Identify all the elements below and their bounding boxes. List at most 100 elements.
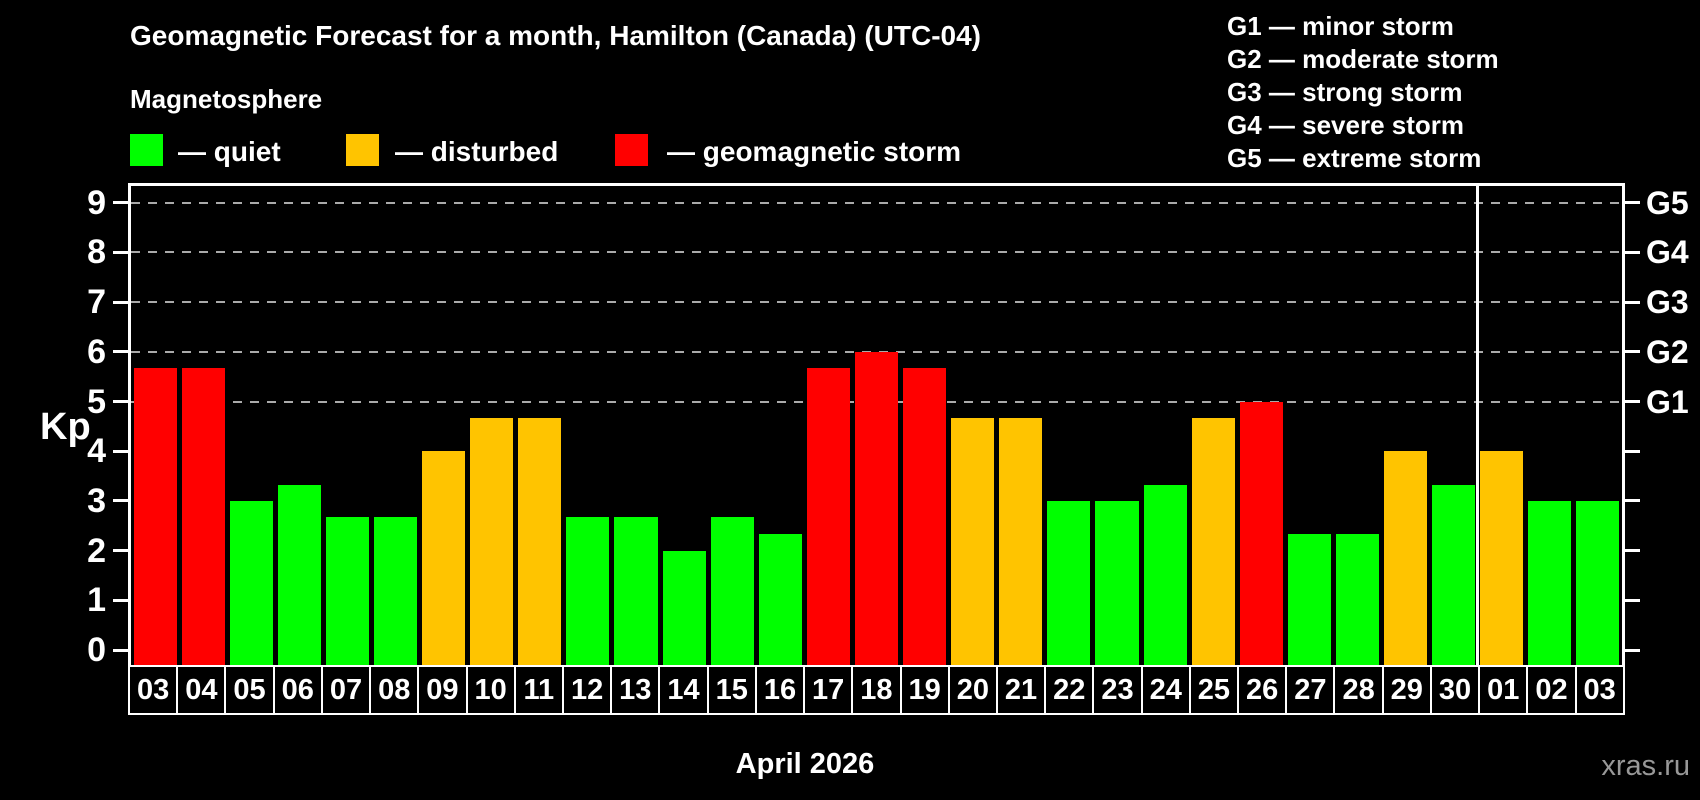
y-axis-tick-right-2 [1625,549,1640,553]
y-axis-tick-label-9: 9 [87,183,106,222]
kp-bar-day-10 [470,417,514,665]
kp-bar-day-11 [518,417,562,665]
x-axis-day-labels: 03 04 05 06 07 08 09 10 11 12 13 14 15 16 17 18 19 20 21 22… [128,665,1625,715]
day-label-box-05: 05 [224,665,275,715]
kp-bar-day-07 [325,517,369,665]
kp-bar-day-30 [1432,484,1476,665]
y-axis-tick-label-0: 0 [87,631,106,669]
y-axis-tick-left-0 [113,648,128,652]
day-label-box-11: 11 [513,665,564,715]
y-axis-tick-right-4 [1625,449,1640,453]
y-axis-tick-right-9 [1625,201,1640,205]
day-label-box-19: 19 [899,665,950,715]
y-axis-tick-label-1: 1 [87,581,106,620]
disturbed-color-swatch [346,134,379,166]
y-axis-tick-right-6 [1625,350,1640,354]
day-label-box-20: 20 [947,665,998,715]
y-axis-tick-right-5 [1625,400,1640,403]
kp-bar-day-06 [277,484,321,665]
y-axis-tick-left-2 [113,549,128,553]
y-axis-tick-right-7 [1625,300,1640,304]
y-axis-tick-left-8 [113,250,128,254]
day-label-box-30: 30 [1429,665,1481,715]
kp-bar-day-18 [854,351,899,665]
right-axis-label-g3: G3 [1646,284,1689,321]
y-axis-tick-label-4: 4 [87,432,106,471]
kp-bar-day-21 [999,417,1043,665]
kp-bar-day-13 [614,517,658,665]
kp-bar-day-29 [1384,451,1428,665]
right-axis-label-g1: G1 [1646,383,1689,420]
month-separator-line [1476,186,1480,665]
legend-label-disturbed: — disturbed [395,136,559,167]
kp-bar-day-24 [1143,484,1187,665]
gridline-kp-6 [131,350,1622,353]
kp-bar-day-23 [1095,500,1139,665]
storm-scale-line-g2: G2 — moderate storm [1227,44,1499,74]
kp-bar-day-15 [710,517,754,665]
y-axis-tick-right-0 [1625,648,1640,652]
day-label-box-07: 07 [320,665,372,715]
day-label-box-09: 09 [417,665,468,715]
day-label-box-26: 26 [1237,665,1288,715]
right-axis-label-g5: G5 [1646,184,1689,221]
y-axis-tick-left-4 [113,449,128,453]
kp-bar-day-17 [806,368,850,665]
day-label-box-29: 29 [1381,665,1432,715]
kp-bar-day-04 [181,368,225,665]
day-label-box-13: 13 [610,665,661,715]
y-axis-tick-right-8 [1625,250,1640,254]
day-label-box-14: 14 [658,665,709,715]
gridline-kp-7 [131,301,1622,304]
kp-bar-day-25 [1191,417,1235,665]
y-axis-tick-label-2: 2 [87,531,106,570]
kp-bar-day-08 [373,517,418,665]
day-label-box-03: 03 [128,665,179,715]
plot-inner [131,186,1622,665]
kp-bar-day-09 [422,451,466,665]
legend-label-quiet: — quiet [178,136,281,167]
day-label-box-23: 23 [1092,665,1143,715]
storm-scale-line-g5: G5 — extreme storm [1227,143,1482,173]
plot-area [128,183,1625,668]
day-label-box-27: 27 [1285,665,1336,715]
kp-bar-day-03 [133,368,177,665]
day-label-box-12: 12 [561,665,613,715]
y-axis-tick-left-7 [113,300,128,304]
y-axis-tick-left-1 [113,598,128,602]
kp-bar-day-27 [1287,534,1331,665]
day-label-box-16: 16 [754,665,806,715]
x-axis-month-label: April 2026 [735,748,875,780]
day-label-box-15: 15 [706,665,757,715]
y-axis-tick-left-5 [113,400,128,403]
kp-bar-day-22 [1047,500,1091,665]
storm-scale-line-g3: G3 — strong storm [1227,77,1463,107]
y-axis-tick-label-3: 3 [87,481,106,520]
gridline-kp-8 [131,251,1622,254]
legend-label-storm: — geomagnetic storm [667,136,962,167]
kp-bar-day-14 [662,550,706,665]
day-label-box-17: 17 [803,665,854,715]
day-label-box-01: 01 [1478,665,1529,715]
storm-scale-line-g1: G1 — minor storm [1227,11,1454,41]
storm-scale-line-g4: G4 — severe storm [1227,110,1465,140]
y-axis-tick-left-6 [113,350,128,354]
kp-bar-day-03 [1576,500,1620,665]
kp-bar-day-01 [1480,451,1524,665]
quiet-color-swatch [130,134,163,166]
day-label-box-28: 28 [1333,665,1384,715]
day-label-box-25: 25 [1188,665,1240,715]
y-axis-tick-label-8: 8 [87,233,106,272]
storm-color-swatch [615,134,648,166]
gridline-kp-9 [131,201,1622,204]
kp-bar-day-26 [1239,401,1283,665]
right-axis-label-g2: G2 [1646,333,1689,370]
day-label-box-22: 22 [1044,665,1095,715]
y-axis-label: Kp [40,406,91,448]
kp-bar-day-02 [1528,500,1572,665]
day-label-box-21: 21 [995,665,1047,715]
day-label-box-03: 03 [1574,665,1625,715]
day-label-box-02: 02 [1526,665,1577,715]
right-axis-label-g4: G4 [1646,234,1689,271]
